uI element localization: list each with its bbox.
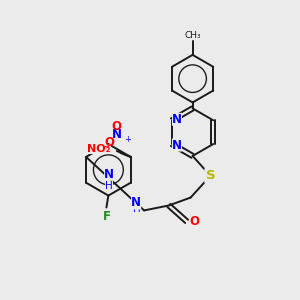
Text: −: −	[102, 142, 110, 152]
Text: S: S	[206, 169, 215, 182]
Text: N: N	[172, 113, 182, 126]
Text: N: N	[131, 196, 141, 209]
Text: N: N	[172, 139, 182, 152]
Text: N: N	[104, 168, 114, 181]
Text: O: O	[112, 120, 122, 133]
Text: CH₃: CH₃	[184, 31, 201, 40]
Text: H: H	[133, 204, 141, 214]
Text: NO₂: NO₂	[87, 144, 111, 154]
Text: F: F	[102, 210, 110, 224]
Text: H: H	[105, 181, 113, 191]
Text: N: N	[112, 128, 122, 141]
Text: O: O	[105, 136, 115, 149]
Text: O: O	[190, 215, 200, 228]
Text: +: +	[124, 135, 130, 144]
